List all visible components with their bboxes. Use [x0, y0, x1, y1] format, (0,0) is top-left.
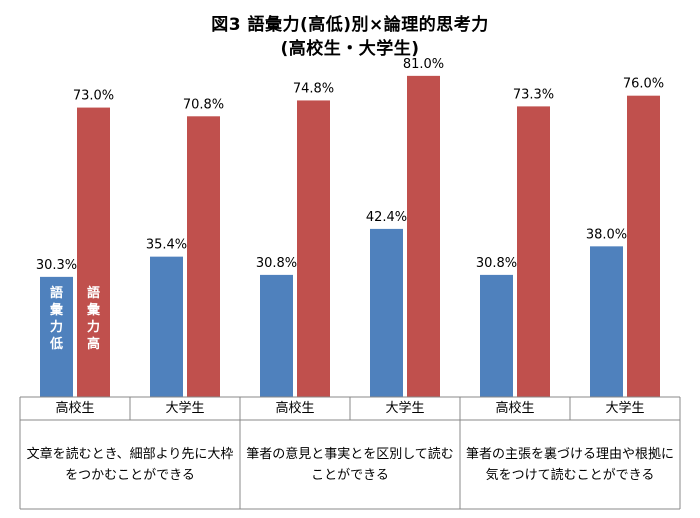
value-label-low: 38.0% — [586, 227, 627, 242]
bar-high — [297, 100, 330, 397]
group-label: 筆者の主張を裏づける理由や根拠に気をつけて読むことができる — [465, 446, 674, 483]
value-label-high: 74.8% — [293, 81, 334, 96]
bar-low — [590, 246, 623, 397]
value-label-high: 81.0% — [403, 57, 444, 72]
category-label: 高校生 — [275, 401, 315, 416]
category-label: 大学生 — [385, 401, 425, 416]
value-label-low: 30.3% — [36, 258, 77, 273]
value-label-low: 35.4% — [146, 238, 187, 253]
value-label-low: 30.8% — [256, 256, 297, 271]
chart-subtitle: (高校生・大学生) — [280, 39, 420, 59]
value-label-high: 76.0% — [623, 77, 664, 92]
bar-high — [627, 95, 660, 398]
value-label-low: 42.4% — [366, 210, 407, 225]
group-label: 文章を読むとき、細部より先に大枠をつかむことができる — [26, 446, 234, 483]
value-label-high: 70.8% — [183, 97, 224, 112]
value-label-low: 30.8% — [476, 256, 517, 271]
category-label: 大学生 — [605, 401, 645, 416]
value-label-high: 73.3% — [513, 87, 554, 102]
bar-high — [407, 75, 440, 397]
category-label: 高校生 — [495, 401, 535, 416]
bar-high — [187, 116, 220, 397]
category-label: 大学生 — [165, 401, 205, 416]
series-label-high: 語彙力 高 — [86, 286, 100, 352]
value-label-high: 73.0% — [73, 89, 114, 104]
category-label: 高校生 — [55, 401, 95, 416]
bar-low — [150, 256, 183, 397]
bar-low — [480, 274, 513, 397]
bar-low — [370, 228, 403, 397]
bar-high — [517, 106, 550, 398]
bar-high — [77, 107, 110, 397]
bar-low — [260, 274, 293, 397]
chart-title: 図3 語彙力(高低)別×論理的思考力 — [211, 15, 489, 35]
series-label-low: 語彙力 低 — [49, 286, 63, 352]
group-label: 筆者の意見と事実とを区別して読むことができる — [246, 446, 454, 483]
bar-low — [40, 276, 73, 397]
